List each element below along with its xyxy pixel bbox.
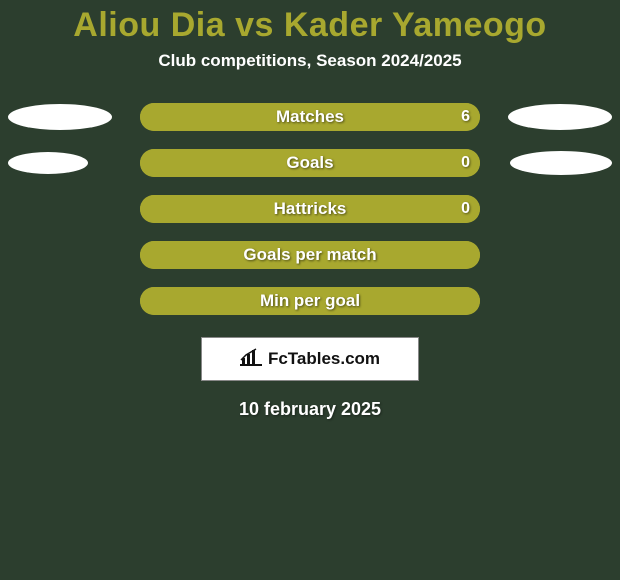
player-oval-right [510,151,612,175]
stat-bar: Goals per match [140,241,480,269]
page-title: Aliou Dia vs Kader Yameogo [0,0,620,45]
stat-value-right: 0 [461,154,470,172]
stat-row: Goals 0 [0,149,620,177]
bar-fill-left [140,149,310,177]
player-oval-left [8,104,112,130]
date-text: 10 february 2025 [0,399,620,420]
stat-bar: Goals [140,149,480,177]
player-oval-right [508,104,612,130]
stat-label: Hattricks [274,199,347,219]
logo-box: FcTables.com [201,337,419,381]
stat-label: Goals per match [243,245,376,265]
bar-fill-right [310,149,480,177]
stat-label: Goals [286,153,333,173]
stat-bar: Min per goal [140,287,480,315]
bar-chart-icon [240,348,262,371]
logo-text: FcTables.com [268,349,380,369]
stat-row: Matches 6 [0,103,620,131]
stat-row: Goals per match [0,241,620,269]
subtitle: Club competitions, Season 2024/2025 [0,51,620,71]
stat-row: Hattricks 0 [0,195,620,223]
stat-bar: Matches [140,103,480,131]
stat-label: Min per goal [260,291,360,311]
stat-label: Matches [276,107,344,127]
stat-row: Min per goal [0,287,620,315]
stat-value-right: 6 [461,108,470,126]
stat-bar: Hattricks [140,195,480,223]
stat-value-right: 0 [461,200,470,218]
comparison-infographic: Aliou Dia vs Kader Yameogo Club competit… [0,0,620,580]
player-oval-left [8,152,88,174]
stat-rows: Matches 6 Goals 0 Hattricks 0 [0,103,620,315]
